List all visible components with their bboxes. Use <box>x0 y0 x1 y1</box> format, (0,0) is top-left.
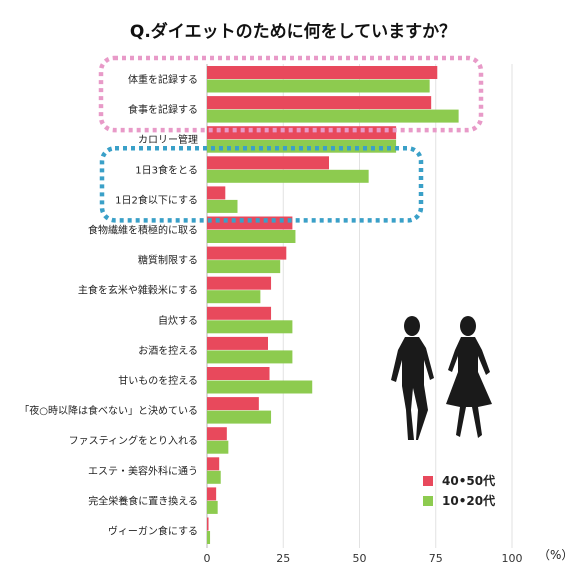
two-women-silhouette-icon <box>391 316 492 440</box>
bar-10-20 <box>207 230 296 243</box>
bar-40-50 <box>207 306 272 320</box>
bar-40-50 <box>207 367 270 380</box>
bar-40-50 <box>207 96 432 110</box>
bar-40-50 <box>207 427 227 441</box>
x-tick-label: 25 <box>276 552 290 565</box>
legend-swatch-10-20 <box>423 496 433 506</box>
bar-40-50 <box>207 126 397 140</box>
category-label: 1日2食以下にする <box>115 193 198 206</box>
bar-10-20 <box>207 380 313 394</box>
bar-40-50 <box>207 517 209 531</box>
highlight-boxes <box>98 55 484 223</box>
bar-40-50 <box>207 336 268 350</box>
bar-40-50 <box>207 397 259 411</box>
blue-highlight-box <box>99 146 424 223</box>
bar-10-20 <box>207 350 293 364</box>
x-tick-label: 50 <box>353 552 367 565</box>
bar-10-20 <box>207 260 281 274</box>
bar-10-20 <box>207 79 430 93</box>
x-tick-label: 75 <box>429 552 443 565</box>
category-label: 糖質制限する <box>138 254 198 267</box>
bar-40-50 <box>207 186 226 200</box>
bar-10-20 <box>207 199 238 213</box>
bar-10-20 <box>207 470 221 484</box>
bar-40-50 <box>207 216 293 230</box>
category-label: カロリー管理 <box>138 133 198 146</box>
bars <box>207 66 459 544</box>
bar-10-20 <box>207 440 229 454</box>
bar-40-50 <box>207 246 287 260</box>
bar-40-50 <box>207 156 329 170</box>
category-label: 1日3食をとる <box>135 163 198 176</box>
unit-label: （%） <box>538 548 573 562</box>
category-label: 食物繊維を積極的に取る <box>88 224 198 237</box>
bar-10-20 <box>207 320 293 334</box>
category-label: 完全栄養食に置き換える <box>88 494 198 507</box>
category-label: ヴィーガン食にする <box>108 525 198 538</box>
legend-label-10-20: 10•20代 <box>442 493 495 508</box>
category-label: ファスティングをとり入れる <box>69 434 198 447</box>
x-tick-label: 0 <box>204 552 211 565</box>
category-label: 「夜○時以降は食べない」と決めている <box>19 404 198 417</box>
legend-label-40-50: 40•50代 <box>442 473 495 488</box>
category-label: 主食を玄米や雑穀米にする <box>78 284 198 297</box>
bar-10-20 <box>207 290 261 304</box>
category-label: 自炊する <box>158 314 198 327</box>
bar-40-50 <box>207 487 217 501</box>
legend-swatch-40-50 <box>423 476 433 486</box>
pink-highlight-box <box>98 55 484 133</box>
x-tick-label: 100 <box>502 552 523 565</box>
category-label: 食事を記録する <box>128 103 198 116</box>
bar-10-20 <box>207 169 369 183</box>
chart-title: Q.ダイエットのために何をしていますか？ <box>130 21 456 42</box>
bar-10-20 <box>207 410 272 424</box>
category-label: 体重を記録する <box>128 73 198 86</box>
bar-40-50 <box>207 457 220 471</box>
bar-40-50 <box>207 66 438 79</box>
legend: 40•50代 10•20代 <box>423 473 495 508</box>
category-label: 甘いものを控える <box>118 374 198 387</box>
x-axis-ticks: 0 25 50 75 100 <box>204 552 523 565</box>
bar-10-20 <box>207 531 211 544</box>
category-label: エステ・美容外科に通う <box>88 464 198 477</box>
bar-40-50 <box>207 276 272 290</box>
bar-10-20 <box>207 109 459 123</box>
category-label: お酒を控える <box>138 344 198 357</box>
bar-10-20 <box>207 500 218 514</box>
